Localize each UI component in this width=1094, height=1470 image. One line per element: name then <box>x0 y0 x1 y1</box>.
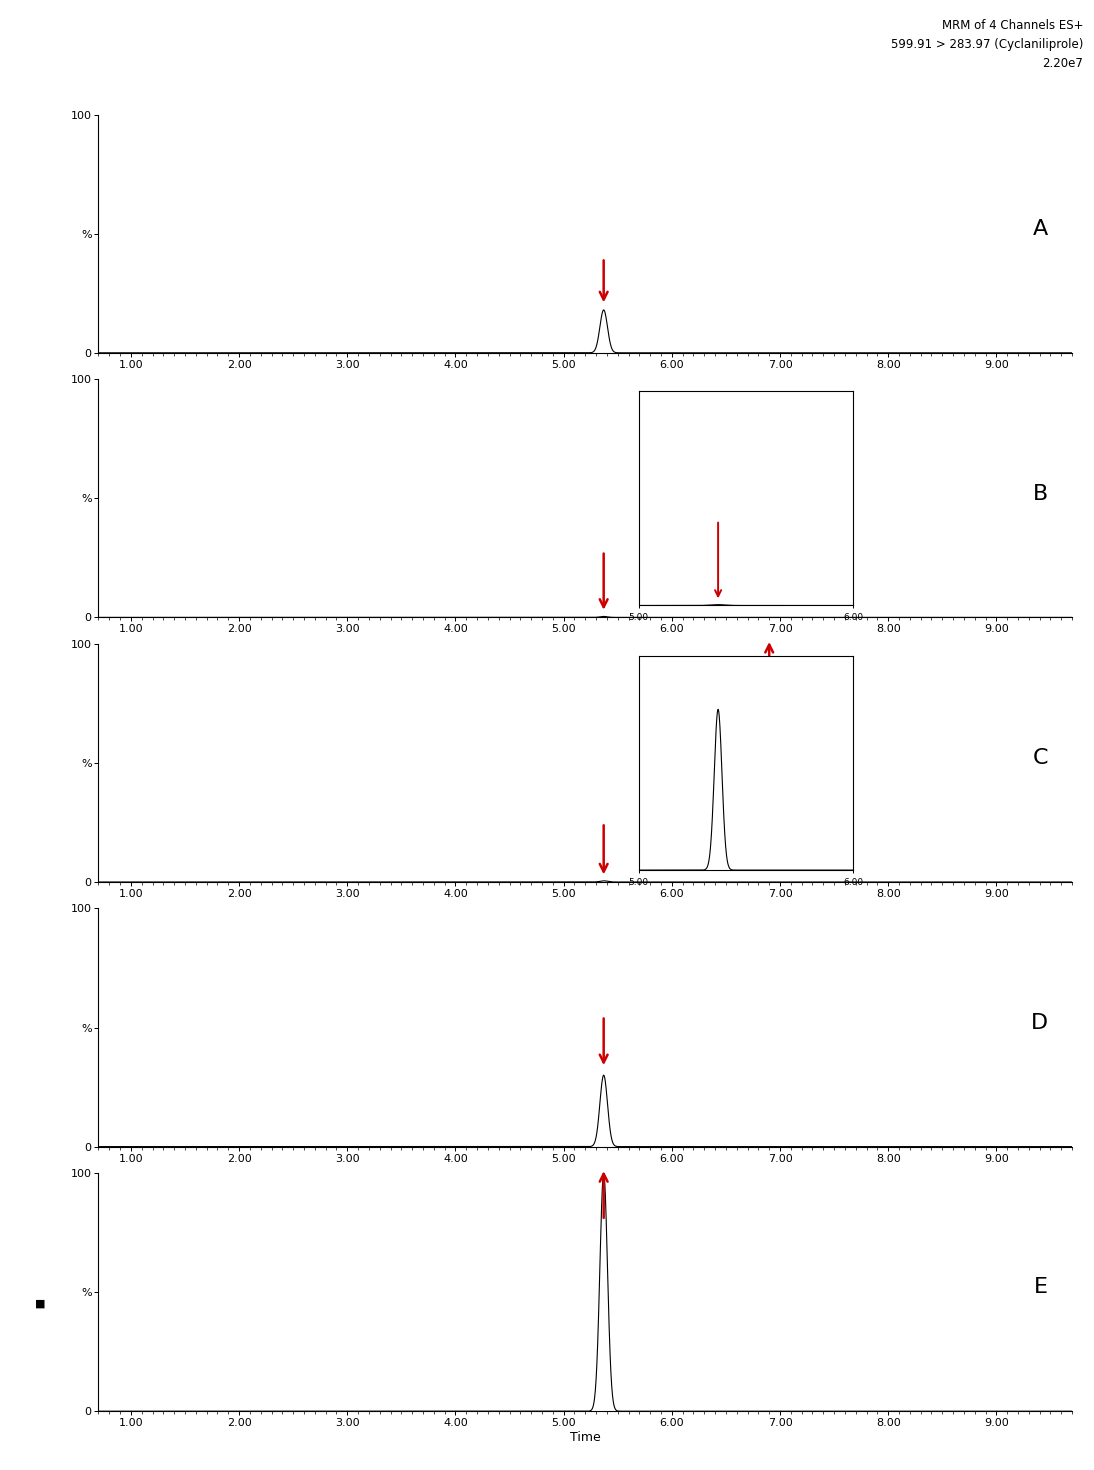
Text: E: E <box>1034 1277 1048 1298</box>
X-axis label: Time: Time <box>570 1430 601 1444</box>
Text: C: C <box>1033 748 1048 769</box>
Text: D: D <box>1031 1013 1048 1033</box>
Text: MRM of 4 Channels ES+
599.91 > 283.97 (Cyclaniliprole)
2.20e7: MRM of 4 Channels ES+ 599.91 > 283.97 (C… <box>891 19 1083 71</box>
Text: ■: ■ <box>35 1299 45 1310</box>
Text: A: A <box>1033 219 1048 240</box>
Text: B: B <box>1033 484 1048 504</box>
